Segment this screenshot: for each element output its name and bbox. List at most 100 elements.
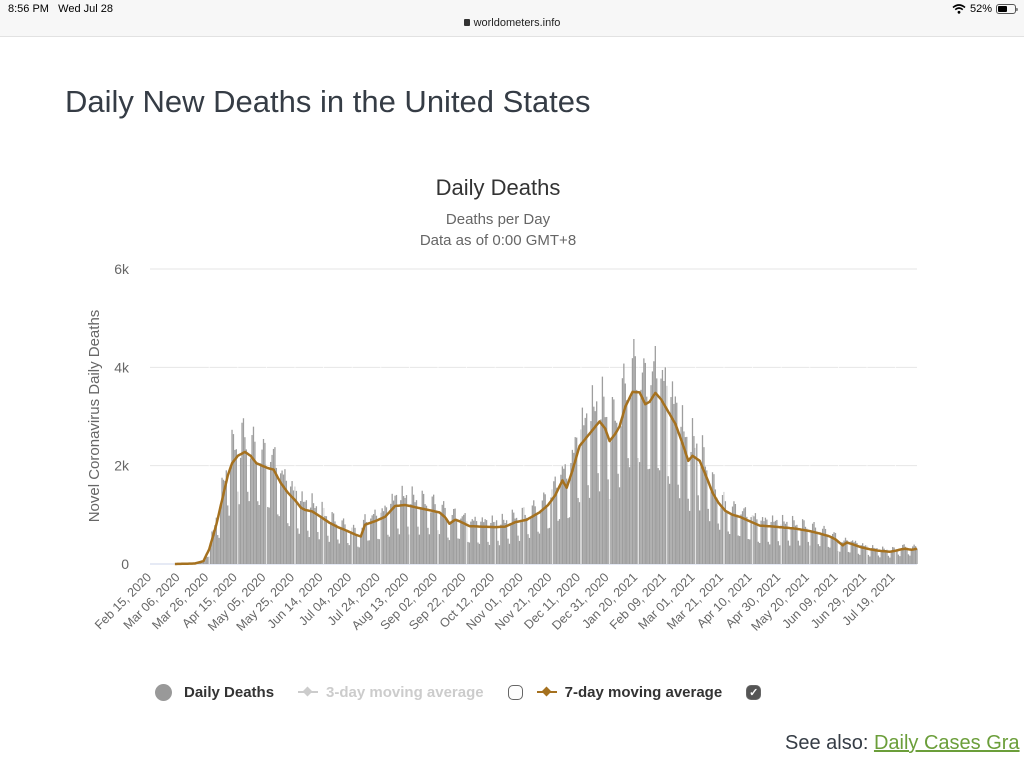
bar (540, 510, 542, 564)
bar (342, 518, 345, 564)
bar (869, 556, 871, 564)
bar (335, 524, 338, 564)
bar (601, 376, 604, 564)
bar (903, 544, 905, 564)
bar (909, 555, 911, 564)
bar (744, 507, 747, 564)
bar (897, 554, 900, 564)
bar (856, 542, 858, 564)
bar (799, 545, 801, 564)
bar (244, 437, 246, 564)
bar (352, 524, 355, 564)
bar (899, 556, 901, 564)
bar (433, 494, 435, 564)
daily-cases-graph-link[interactable]: Daily Cases Gra (873, 732, 1020, 754)
bar (477, 542, 479, 564)
bar (836, 539, 838, 564)
legend-daily-deaths[interactable]: Daily Deaths (155, 683, 274, 701)
checkbox-7day-average[interactable]: ✓ (746, 684, 762, 700)
bar (833, 532, 835, 564)
bar (889, 557, 891, 564)
bar (239, 457, 242, 564)
bar (581, 407, 584, 564)
bar (766, 519, 768, 564)
bar (428, 534, 431, 564)
bar (684, 437, 686, 564)
bar (271, 454, 273, 564)
bar (826, 535, 828, 564)
bar (327, 535, 329, 564)
bar (698, 510, 701, 564)
bar (753, 516, 755, 564)
bar (457, 538, 459, 564)
bar (807, 541, 809, 564)
bar (697, 495, 699, 564)
bar (761, 517, 764, 564)
bar (620, 426, 622, 564)
checkbox-3day-average[interactable] (507, 684, 523, 700)
bar (404, 497, 406, 564)
bar (550, 497, 552, 564)
bar (823, 525, 825, 564)
bar (630, 397, 632, 564)
bar (434, 504, 436, 564)
bar (232, 434, 235, 564)
bar (305, 500, 308, 564)
bar (543, 492, 545, 564)
bar (331, 512, 333, 564)
bar (876, 548, 878, 564)
legend-7day-average[interactable]: 7-day moving average (536, 684, 722, 701)
bar (545, 504, 548, 564)
bar (670, 397, 672, 564)
bar (916, 548, 918, 564)
bar (900, 549, 902, 564)
bar (631, 358, 634, 564)
bar (431, 496, 433, 564)
bar (803, 520, 805, 564)
bar (471, 519, 473, 564)
bar (334, 521, 336, 564)
bar (235, 449, 237, 564)
bar (241, 422, 243, 564)
bar (571, 449, 574, 564)
bar (254, 441, 256, 564)
bar (384, 505, 386, 564)
bar (603, 396, 605, 564)
bar (454, 508, 456, 564)
bar (310, 507, 312, 564)
bar (514, 518, 516, 564)
bar (527, 534, 529, 564)
bar (884, 550, 887, 564)
bar (215, 517, 217, 564)
lock-icon (463, 19, 470, 26)
bar (578, 502, 581, 564)
bar (857, 553, 860, 564)
bar (515, 517, 518, 564)
bar (872, 545, 874, 564)
bar (706, 470, 708, 564)
bar (701, 435, 704, 564)
bar (821, 528, 824, 564)
bar (850, 541, 852, 564)
address-bar[interactable]: worldometers.info (0, 17, 1024, 29)
bar (258, 505, 260, 564)
y-tick-label: 6k (114, 261, 130, 277)
bar (410, 504, 412, 564)
bar (719, 529, 721, 564)
bar (259, 463, 262, 564)
bar (862, 543, 864, 564)
bar (350, 532, 352, 564)
bar (713, 474, 715, 564)
bar (392, 500, 395, 564)
bar (883, 548, 885, 564)
chart-legend: Daily Deaths 3-day moving average 7-day … (155, 678, 775, 706)
bar (596, 401, 598, 564)
bar (656, 378, 658, 564)
bar (374, 509, 376, 564)
legend-3day-average[interactable]: 3-day moving average (298, 684, 484, 701)
bar (749, 539, 751, 564)
bar (568, 517, 571, 564)
url-text: worldometers.info (473, 17, 561, 29)
bar (763, 521, 765, 564)
bar (598, 491, 601, 564)
